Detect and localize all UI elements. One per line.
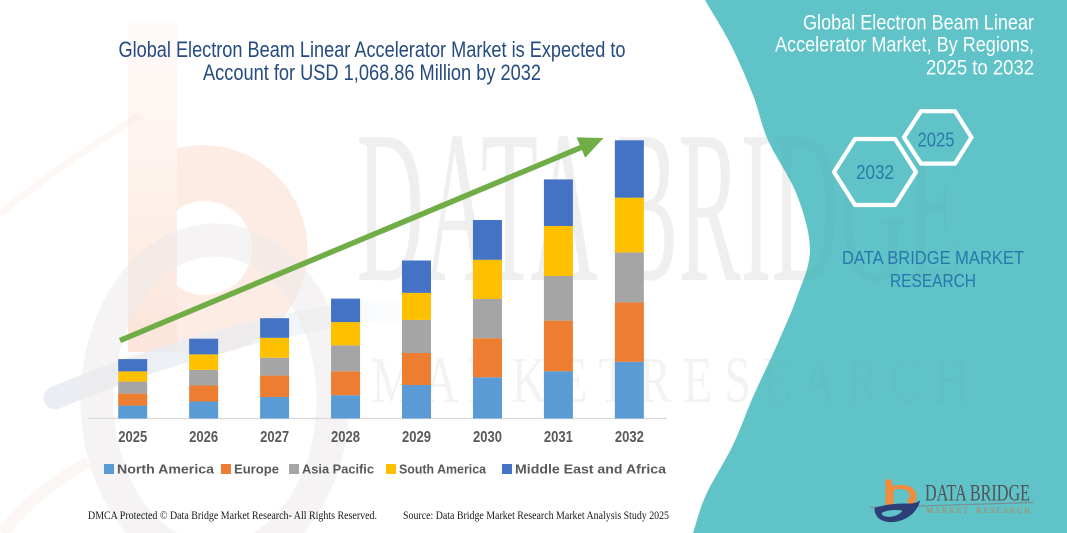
svg-text:2026: 2026 [189,429,218,446]
svg-text:2032: 2032 [615,429,644,446]
svg-text:2031: 2031 [544,429,573,446]
svg-text:Europe: Europe [234,462,279,477]
svg-text:Asia Pacific: Asia Pacific [302,462,374,477]
svg-text:2025: 2025 [118,429,147,446]
svg-text:2030: 2030 [473,429,502,446]
svg-text:DATA BRIDGE: DATA BRIDGE [925,481,1030,506]
svg-text:2028: 2028 [331,429,360,446]
svg-text:RESEARCH: RESEARCH [890,270,976,291]
svg-text:North America: North America [117,462,215,477]
svg-text:Global Electron Beam Linear Ac: Global Electron Beam Linear Accelerator … [119,37,626,62]
svg-text:Source: Data Bridge Market Res: Source: Data Bridge Market Research Mark… [403,510,669,522]
svg-text:2029: 2029 [402,429,431,446]
svg-text:Account for USD 1,068.86 Milli: Account for USD 1,068.86 Million by 2032 [203,60,541,85]
svg-text:2027: 2027 [260,429,289,446]
svg-text:Accelerator Market, By Regions: Accelerator Market, By Regions, [775,34,1034,57]
svg-text:Middle East and Africa: Middle East and Africa [515,462,667,477]
svg-text:M A R K E T R E S E A R C H: M A R K E T R E S E A R C H [926,505,1030,515]
svg-text:2032: 2032 [856,162,894,184]
svg-text:South America: South America [399,462,487,477]
svg-text:DATA BRIDGE MARKET: DATA BRIDGE MARKET [842,247,1024,268]
svg-text:Global Electron Beam Linear: Global Electron Beam Linear [803,12,1034,35]
svg-text:DMCA Protected © Data Bridge M: DMCA Protected © Data Bridge Market Rese… [88,510,377,522]
svg-text:2025: 2025 [918,130,955,152]
svg-text:2025 to 2032: 2025 to 2032 [926,57,1034,80]
